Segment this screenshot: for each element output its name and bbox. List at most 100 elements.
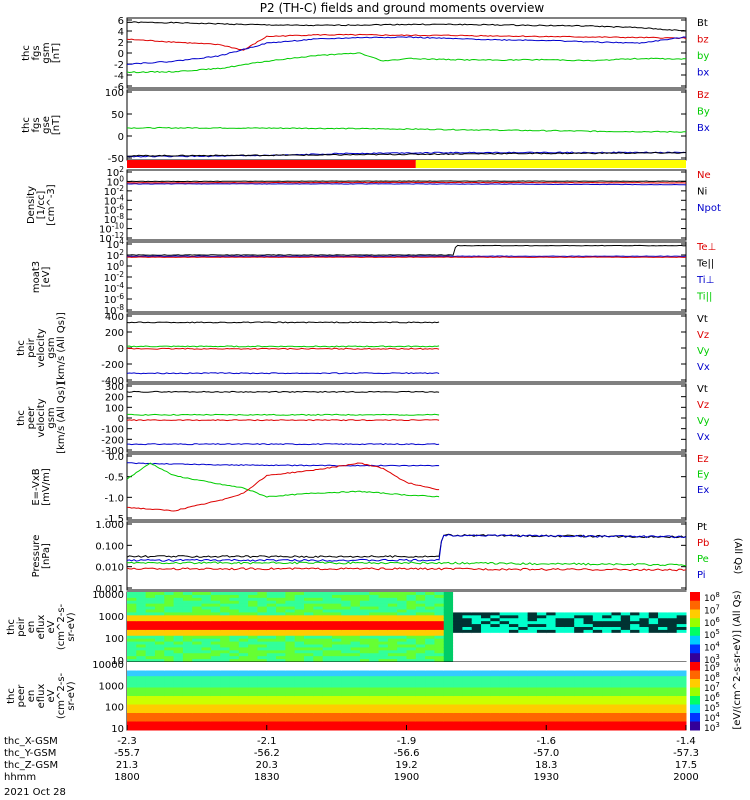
- spectrogram-cell: [387, 704, 398, 708]
- spectrogram-cell: [285, 679, 296, 683]
- spectrogram-cell: [630, 638, 640, 643]
- spectrogram-cell: [574, 681, 585, 686]
- spectrogram-cell: [434, 638, 445, 643]
- spectrogram-cell: [658, 621, 668, 625]
- spectrogram-cell: [397, 673, 407, 677]
- spectrogram-cell: [313, 615, 324, 619]
- spectrogram-cell: [518, 690, 529, 694]
- spectrogram-cell: [564, 618, 575, 622]
- spectrogram-cell: [229, 638, 240, 643]
- spectrogram-cell: [490, 624, 501, 628]
- spectrogram-cell: [192, 606, 203, 610]
- spectrogram-cell: [527, 684, 538, 688]
- spectrogram-cell: [182, 653, 193, 657]
- spectrogram-cell: [182, 597, 193, 602]
- spectrogram-cell: [415, 724, 426, 728]
- spectrogram-cell: [182, 684, 193, 688]
- spectrogram-cell: [201, 597, 212, 602]
- spectrogram-cell: [127, 710, 137, 714]
- y-axis-label: thc peir velocity gsm [km/s (All Qs)]: [16, 312, 67, 384]
- spectrogram-cell: [536, 707, 547, 711]
- spectrogram-cell: [238, 632, 249, 637]
- spectrogram-cell: [387, 698, 398, 703]
- spectrogram-cell: [583, 653, 594, 657]
- legend-entry: Vz: [697, 400, 709, 411]
- spectrogram-cell: [238, 618, 249, 622]
- spectrogram-cell: [564, 629, 575, 634]
- spectrogram-cell: [210, 696, 221, 700]
- spectrogram-cell: [527, 656, 538, 660]
- spectrogram-cell: [387, 635, 398, 640]
- spectrogram-cell: [220, 667, 230, 671]
- spectrogram-cell: [602, 681, 612, 686]
- spectrogram-cell: [304, 597, 314, 602]
- spectrogram-cell: [648, 624, 659, 628]
- spectrogram-cell: [173, 676, 184, 680]
- spectrogram-cell: [536, 603, 547, 608]
- spectrogram-cell: [630, 644, 640, 648]
- colorbar-tick-label: 105: [704, 628, 720, 641]
- spectrogram-cell: [331, 693, 342, 697]
- spectrogram-cell: [611, 612, 622, 616]
- spectrogram-cell: [490, 676, 501, 680]
- spectrogram-cell: [182, 659, 193, 663]
- spectrogram-cell: [415, 624, 426, 628]
- spectrogram-cell: [201, 715, 212, 720]
- spectrogram-cell: [266, 721, 277, 725]
- spectrogram-cell: [592, 715, 603, 720]
- spectrogram-cell: [434, 696, 445, 700]
- spectrogram-cell: [546, 681, 557, 686]
- spectrogram-cell: [387, 609, 398, 613]
- spectrogram-cell: [490, 701, 501, 705]
- spectrogram-cell: [229, 724, 240, 728]
- spectrogram-cell: [276, 638, 286, 643]
- spectrogram-cell: [443, 647, 454, 651]
- spectrogram-cell: [639, 635, 650, 640]
- spectrogram-cell: [378, 618, 389, 622]
- spectrogram-cell: [257, 650, 268, 654]
- y-label-line: velocity: [36, 398, 47, 437]
- spectrogram-cell: [322, 707, 333, 711]
- spectrogram-cell: [611, 701, 622, 705]
- spectrogram-cell: [210, 635, 221, 640]
- spectrogram-cell: [248, 612, 258, 616]
- spectrogram-cell: [425, 635, 435, 640]
- spectrogram-cell: [490, 644, 501, 648]
- spectrogram-cell: [350, 704, 361, 708]
- spectrogram-cell: [499, 621, 510, 625]
- spectrogram-cell: [248, 641, 258, 645]
- spectrogram-cell: [639, 715, 650, 720]
- spectrogram-cell: [536, 673, 547, 677]
- spectrogram-cell: [164, 656, 175, 660]
- spectrogram-cell: [154, 690, 165, 694]
- spectrogram-cell: [387, 701, 398, 705]
- spectrogram-cell: [127, 690, 137, 694]
- spectrogram-cell: [453, 659, 463, 663]
- spectrogram-cell: [443, 698, 454, 703]
- spectrogram-cell: [434, 656, 445, 660]
- spectrogram-cell: [359, 600, 370, 605]
- spectrogram-cell: [210, 621, 221, 625]
- spectrogram-cell: [667, 673, 678, 677]
- spectrogram-cell: [201, 662, 212, 666]
- spectrogram-cell: [294, 721, 305, 725]
- spectrogram-cell: [304, 664, 314, 669]
- spectrogram-cell: [536, 664, 547, 669]
- spectrogram-cell: [564, 612, 575, 616]
- spectrogram-cell: [192, 698, 203, 703]
- spectrogram-cell: [359, 687, 370, 691]
- spectrogram-cell: [369, 629, 380, 634]
- spectrogram-cell: [434, 681, 445, 686]
- spectrogram-cell: [481, 693, 491, 697]
- spectrogram-cell: [285, 597, 296, 602]
- spectrogram-cell: [173, 644, 184, 648]
- spectrogram-cell: [425, 621, 435, 625]
- series-Vy: [126, 345, 440, 348]
- spectrogram-cell: [276, 715, 286, 720]
- spectrogram-cell: [667, 664, 678, 669]
- spectrogram-cell: [313, 664, 324, 669]
- spectrogram-cell: [387, 690, 398, 694]
- spectrogram-cell: [639, 615, 650, 619]
- spectrogram-cell: [602, 693, 612, 697]
